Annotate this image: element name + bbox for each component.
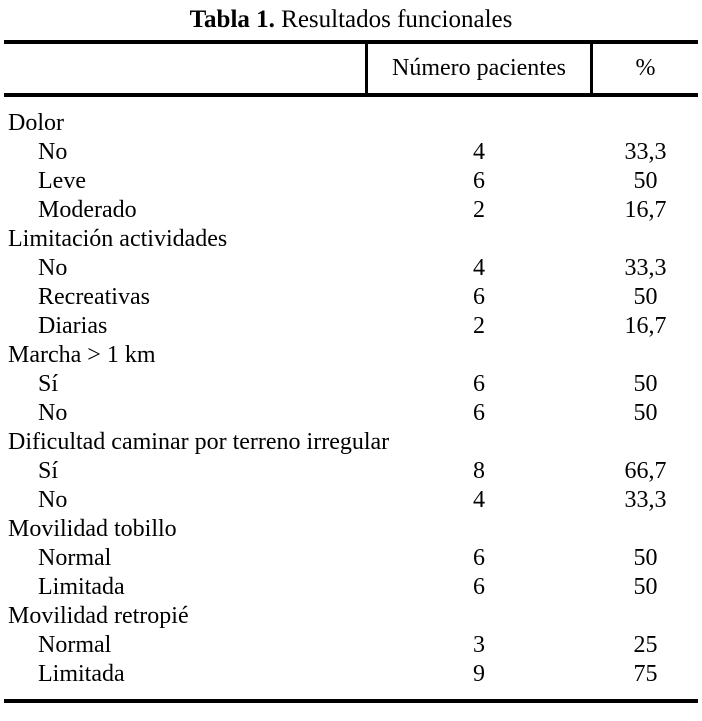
- row-patients-value: 6: [473, 400, 485, 426]
- table-row: Normal 6 50: [4, 544, 698, 573]
- row-percent-value: 50: [633, 371, 658, 397]
- table-row: Moderado 2 16,7: [4, 196, 698, 225]
- row-label: Limitada: [38, 574, 125, 600]
- table-row: Marcha > 1 km: [4, 341, 698, 370]
- table-row: No 4 33,3: [4, 486, 698, 515]
- row-patients-value: 6: [473, 574, 485, 600]
- table-row: Leve 6 50: [4, 167, 698, 196]
- table-header-row: Número pacientes %: [4, 44, 698, 97]
- table-caption-label: Tabla 1.: [189, 6, 275, 33]
- row-patients-value: 3: [473, 632, 485, 658]
- header-cell-percent: %: [635, 55, 656, 81]
- table-caption-title: Resultados funcionales: [281, 6, 513, 33]
- row-label: Marcha > 1 km: [8, 342, 156, 368]
- row-label: Normal: [38, 545, 112, 571]
- table-body: Dolor No 4 33,3 Leve 6 50 Moderado 2 16,…: [4, 97, 698, 699]
- row-label: No: [38, 255, 68, 281]
- row-percent-value: 33,3: [624, 487, 667, 513]
- table-row: Movilidad retropié: [4, 602, 698, 631]
- row-label: Movilidad tobillo: [8, 516, 177, 542]
- row-patients-value: 4: [473, 487, 485, 513]
- table-row: No 4 33,3: [4, 138, 698, 167]
- table-row: Normal 3 25: [4, 631, 698, 660]
- row-label: Sí: [38, 458, 59, 484]
- table-row: No 4 33,3: [4, 254, 698, 283]
- row-percent-value: 16,7: [624, 197, 667, 223]
- header-cell-numero-pacientes: Número pacientes: [365, 44, 593, 93]
- row-label: Leve: [38, 168, 86, 194]
- row-patients-value: 2: [473, 197, 485, 223]
- table-row: Limitada 6 50: [4, 573, 698, 602]
- table-row: Dificultad caminar por terreno irregular: [4, 428, 698, 457]
- row-label: Limitación actividades: [8, 226, 228, 252]
- table-row: Sí 6 50: [4, 370, 698, 399]
- row-percent-value: 16,7: [624, 313, 667, 339]
- row-label: Limitada: [38, 661, 125, 687]
- row-label: Dolor: [8, 110, 64, 136]
- row-percent-value: 33,3: [624, 139, 667, 165]
- row-label: No: [38, 400, 68, 426]
- row-percent-value: 66,7: [624, 458, 667, 484]
- row-label: Sí: [38, 371, 59, 397]
- row-patients-value: 6: [473, 284, 485, 310]
- table-row: Recreativas 6 50: [4, 283, 698, 312]
- row-label: Movilidad retropié: [8, 603, 189, 629]
- row-patients-value: 4: [473, 139, 485, 165]
- table-row: No 6 50: [4, 399, 698, 428]
- row-percent-value: 75: [633, 661, 658, 687]
- row-percent-value: 25: [633, 632, 658, 658]
- table-row: Limitada 9 75: [4, 660, 698, 689]
- row-label: Normal: [38, 632, 112, 658]
- row-patients-value: 4: [473, 255, 485, 281]
- row-label: No: [38, 487, 68, 513]
- row-patients-value: 2: [473, 313, 485, 339]
- row-percent-value: 50: [633, 545, 658, 571]
- row-percent-value: 50: [633, 400, 658, 426]
- row-label: Diarias: [38, 313, 108, 339]
- table-row: Diarias 2 16,7: [4, 312, 698, 341]
- row-percent-value: 50: [633, 574, 658, 600]
- row-patients-value: 6: [473, 168, 485, 194]
- table-row: Dolor: [4, 109, 698, 138]
- table-caption: Tabla 1. Resultados funcionales: [0, 5, 702, 35]
- row-patients-value: 8: [473, 458, 485, 484]
- results-table: Número pacientes % Dolor No 4 33,3 Leve …: [4, 40, 698, 703]
- table-row: Movilidad tobillo: [4, 515, 698, 544]
- row-label: Dificultad caminar por terreno irregular: [8, 429, 390, 455]
- header-cell-empty: [4, 44, 365, 93]
- row-label: No: [38, 139, 68, 165]
- row-patients-value: 6: [473, 371, 485, 397]
- row-percent-value: 50: [633, 168, 658, 194]
- row-percent-value: 50: [633, 284, 658, 310]
- row-label: Moderado: [38, 197, 137, 223]
- row-percent-value: 33,3: [624, 255, 667, 281]
- row-label: Recreativas: [38, 284, 150, 310]
- table-row: Limitación actividades: [4, 225, 698, 254]
- row-patients-value: 9: [473, 661, 485, 687]
- table-row: Sí 8 66,7: [4, 457, 698, 486]
- row-patients-value: 6: [473, 545, 485, 571]
